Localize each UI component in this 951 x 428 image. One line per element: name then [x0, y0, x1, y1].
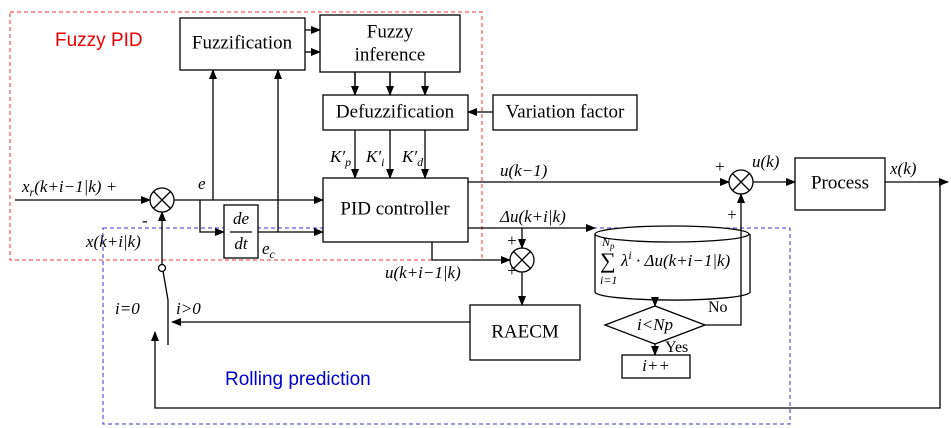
- signal-label: +: [506, 231, 517, 250]
- block: [794, 157, 886, 211]
- arrow: [705, 193, 745, 326]
- junctions: [149, 169, 754, 273]
- cylinder: [594, 234, 751, 301]
- block-label: dt: [234, 234, 249, 253]
- signal-label: K′p: [329, 147, 351, 169]
- block: [469, 304, 581, 361]
- t: K′: [401, 147, 417, 166]
- block-label: Variation factor: [506, 101, 625, 122]
- signal-label: xr(k+i−1|k) +: [21, 177, 117, 199]
- signal-label: +: [506, 261, 517, 280]
- fuzzy-pid-group: [9, 11, 483, 261]
- signal-label: -: [142, 211, 148, 230]
- signal-label: i=0: [115, 299, 140, 318]
- t: i: [381, 155, 384, 169]
- signal-labels: xr(k+i−1|k) + - x(k+i|k) e ec K′p K′i K′…: [21, 147, 917, 356]
- signal-label: u(k+i−1|k): [385, 263, 461, 282]
- block-label: de: [233, 209, 250, 228]
- sum-cross: [513, 251, 531, 269]
- block: [492, 94, 638, 131]
- sum-cross: [732, 173, 750, 191]
- signal-label: K′i: [365, 147, 384, 169]
- block: [179, 17, 306, 71]
- signal-label: e: [198, 174, 206, 193]
- signal-label: +: [726, 205, 737, 224]
- formula-lower: i=1: [600, 273, 617, 287]
- signal-label: No: [708, 299, 728, 316]
- arrow: [199, 200, 225, 236]
- block-label: Fuzzy: [367, 21, 414, 42]
- signal-label: ec: [262, 239, 276, 261]
- t: x: [21, 177, 30, 196]
- group-label: Rolling prediction: [225, 369, 371, 390]
- block-label: PID controller: [340, 198, 450, 219]
- connections: [15, 26, 949, 409]
- formula-sum: ∑: [600, 248, 616, 273]
- block-label: RAECM: [491, 321, 559, 342]
- t: c: [270, 247, 276, 261]
- t: λ: [620, 251, 628, 270]
- t: K′: [329, 147, 345, 166]
- arrow: [431, 242, 511, 264]
- block-label: Defuzzification: [336, 101, 455, 122]
- signal-label: i>0: [176, 299, 201, 318]
- cylinder-top: [594, 225, 750, 243]
- t: p: [609, 241, 615, 251]
- t: i: [628, 248, 631, 262]
- signal-label: Yes: [665, 339, 688, 356]
- formula: ∑ Np i=1 λi · Δu(k+i−1|k): [600, 235, 731, 287]
- block-label: i++: [642, 356, 670, 375]
- t: (k+i−1|k) +: [34, 177, 117, 196]
- block-label: Process: [811, 172, 869, 193]
- formula-term: λi · Δu(k+i−1|k): [620, 248, 731, 270]
- signal-label: u(k−1): [500, 161, 548, 180]
- block: [322, 177, 469, 243]
- switch: [162, 270, 169, 345]
- t: · Δu(k+i−1|k): [632, 251, 731, 270]
- block-label: inference: [355, 44, 426, 65]
- block-label: Fuzzification: [192, 32, 293, 53]
- signal-label: K′d: [401, 147, 424, 169]
- signal-label: Δu(k+i|k): [499, 207, 566, 226]
- signal-label: u(k): [752, 152, 780, 171]
- signal-label: x(k+i|k): [85, 232, 141, 251]
- t: e: [262, 239, 270, 258]
- formula-upper: Np: [601, 235, 615, 251]
- signal-label: x(k): [889, 159, 917, 178]
- t: d: [417, 155, 424, 169]
- t: p: [344, 155, 351, 169]
- t: N: [601, 235, 611, 249]
- t: K′: [365, 147, 381, 166]
- block: [322, 94, 469, 131]
- signal-label: +: [714, 157, 725, 176]
- group-label: Fuzzy PID: [55, 30, 143, 51]
- block: [319, 14, 461, 73]
- switch-pivot: [157, 263, 167, 273]
- t: r: [30, 185, 35, 199]
- block-label: i<Np: [637, 315, 673, 334]
- sum-cross: [153, 191, 171, 209]
- arrow: [151, 182, 941, 409]
- blocks: Fuzzification Fuzzy inference Defuzzific…: [179, 14, 886, 379]
